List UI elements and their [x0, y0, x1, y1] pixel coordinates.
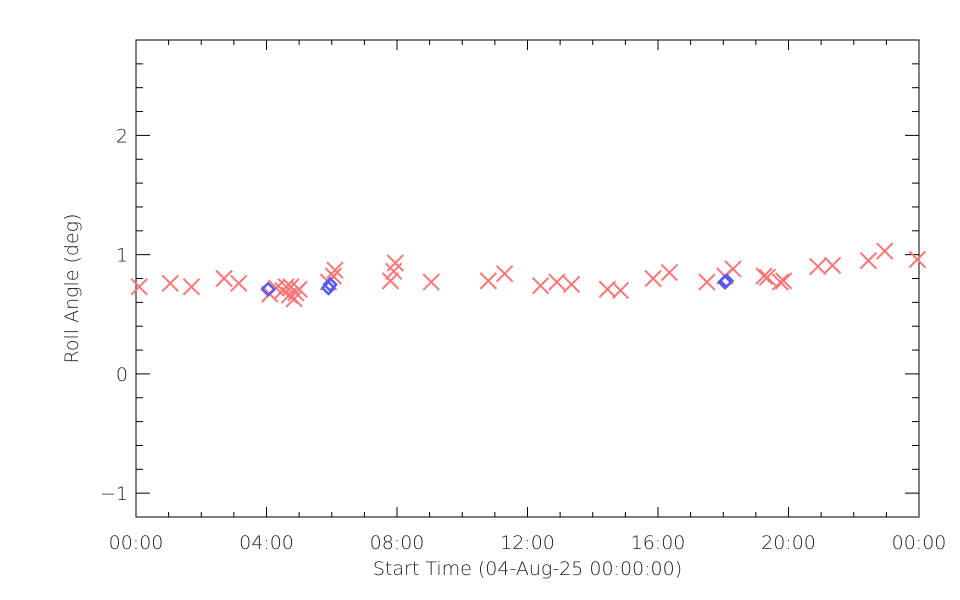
x-marker-point — [386, 254, 405, 272]
y-tick-label: 0 — [116, 364, 128, 386]
x-marker-point — [698, 273, 716, 291]
x-marker-point — [182, 278, 201, 296]
x-marker-point — [479, 272, 498, 290]
x-tick-label: 08:00 — [370, 532, 425, 554]
x-tick-label: 12:00 — [500, 532, 555, 554]
diamond-marker-point — [260, 281, 276, 298]
y-tick-label: 1 — [116, 245, 128, 267]
x-marker-point — [809, 257, 827, 276]
x-marker-point — [774, 272, 793, 290]
x-marker-point — [660, 263, 679, 282]
x-marker-point — [161, 274, 179, 292]
axis-ticks — [135, 39, 920, 518]
x-marker-point — [908, 250, 927, 269]
y-tick-label: −1 — [100, 483, 128, 505]
x-tick-label: 20:00 — [761, 532, 816, 554]
x-tick-label: 00:00 — [109, 532, 164, 554]
x-marker-point — [381, 272, 400, 290]
x-marker-point — [130, 278, 148, 296]
x-marker-point — [422, 273, 440, 291]
x-tick-label: 00:00 — [892, 532, 947, 554]
x-marker-point — [230, 274, 248, 292]
x-axis-title: Start Time (04-Aug-25 00:00:00) — [373, 558, 682, 580]
x-marker-point — [562, 275, 581, 294]
diamond-marker-point — [322, 276, 338, 293]
x-marker-point — [548, 273, 566, 291]
y-axis-title: Roll Angle (deg) — [61, 214, 83, 364]
x-marker-point — [611, 281, 630, 300]
x-marker-point — [823, 256, 842, 275]
x-tick-label: 16:00 — [631, 532, 686, 554]
x-marker-point — [495, 265, 514, 283]
x-marker-point — [859, 251, 878, 270]
x-marker-point — [215, 269, 233, 288]
plot-frame — [135, 39, 920, 518]
tick-labels: 00:00 04:00 08:00 12:00 16:00 20:00 00:00 −1 0 1 2 — [100, 125, 946, 554]
x-marker-point — [326, 261, 344, 279]
x-marker-point — [285, 290, 303, 308]
x-marker-point — [531, 276, 550, 295]
x-tick-label: 04:00 — [239, 532, 294, 554]
diamond-marker-point — [718, 273, 735, 289]
y-tick-label: 2 — [116, 125, 128, 147]
x-marker-point — [755, 267, 773, 285]
x-marker-point — [771, 273, 790, 291]
x-marker-point — [876, 242, 894, 260]
x-marker-point — [290, 280, 308, 298]
data-marks — [130, 242, 927, 308]
x-marker-point — [644, 269, 662, 288]
x-marker-point — [758, 268, 777, 287]
x-marker-point — [724, 260, 742, 278]
